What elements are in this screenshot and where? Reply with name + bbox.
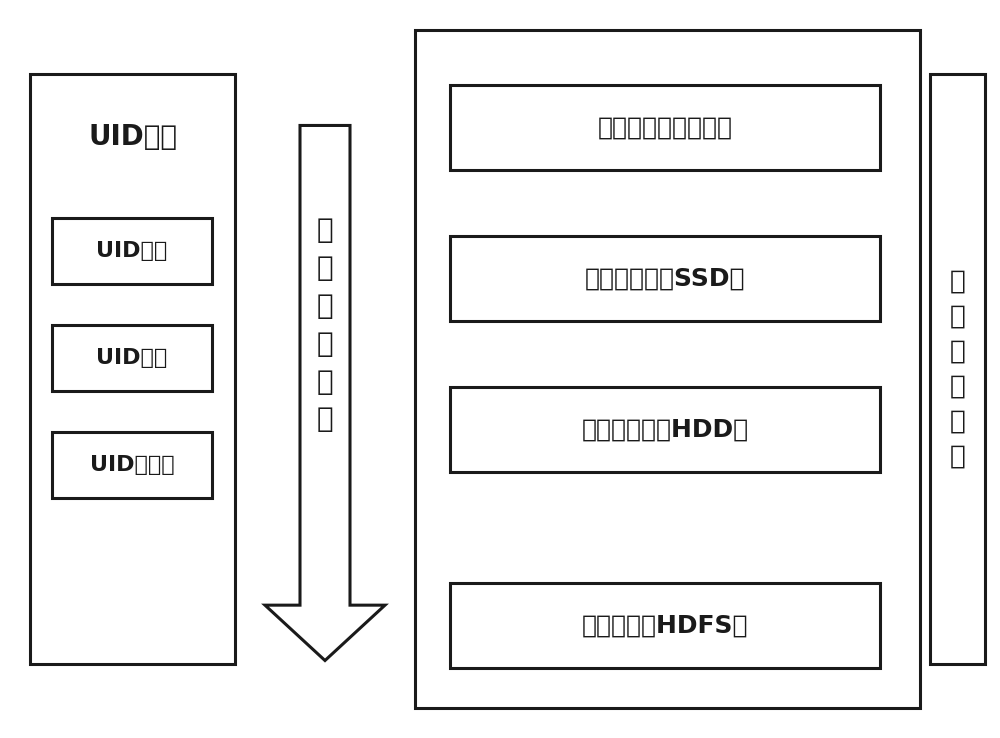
Bar xyxy=(450,387,880,472)
Bar xyxy=(52,325,212,391)
Text: UID数据库: UID数据库 xyxy=(90,455,174,475)
Bar xyxy=(415,30,920,708)
Text: UID服务: UID服务 xyxy=(96,241,168,261)
Text: 周天数据层（SSD）: 周天数据层（SSD） xyxy=(585,266,745,291)
Polygon shape xyxy=(265,125,385,661)
Text: UID缓存: UID缓存 xyxy=(96,348,168,368)
Text: UID系统: UID系统 xyxy=(88,123,178,151)
Text: 统
一
查
询
接
口: 统 一 查 询 接 口 xyxy=(950,269,965,469)
Bar xyxy=(52,218,212,284)
Text: 历史数据层（HDD）: 历史数据层（HDD） xyxy=(581,418,749,442)
Bar xyxy=(52,432,212,498)
Bar xyxy=(30,74,235,664)
Bar xyxy=(450,236,880,321)
Text: 实时数据层（内存）: 实时数据层（内存） xyxy=(598,115,732,139)
Text: 批
量
传
输
服
务: 批 量 传 输 服 务 xyxy=(317,216,333,433)
Text: 冷数据层（HDFS）: 冷数据层（HDFS） xyxy=(582,613,748,638)
Bar xyxy=(930,74,985,664)
Bar xyxy=(450,85,880,170)
Bar xyxy=(450,583,880,668)
